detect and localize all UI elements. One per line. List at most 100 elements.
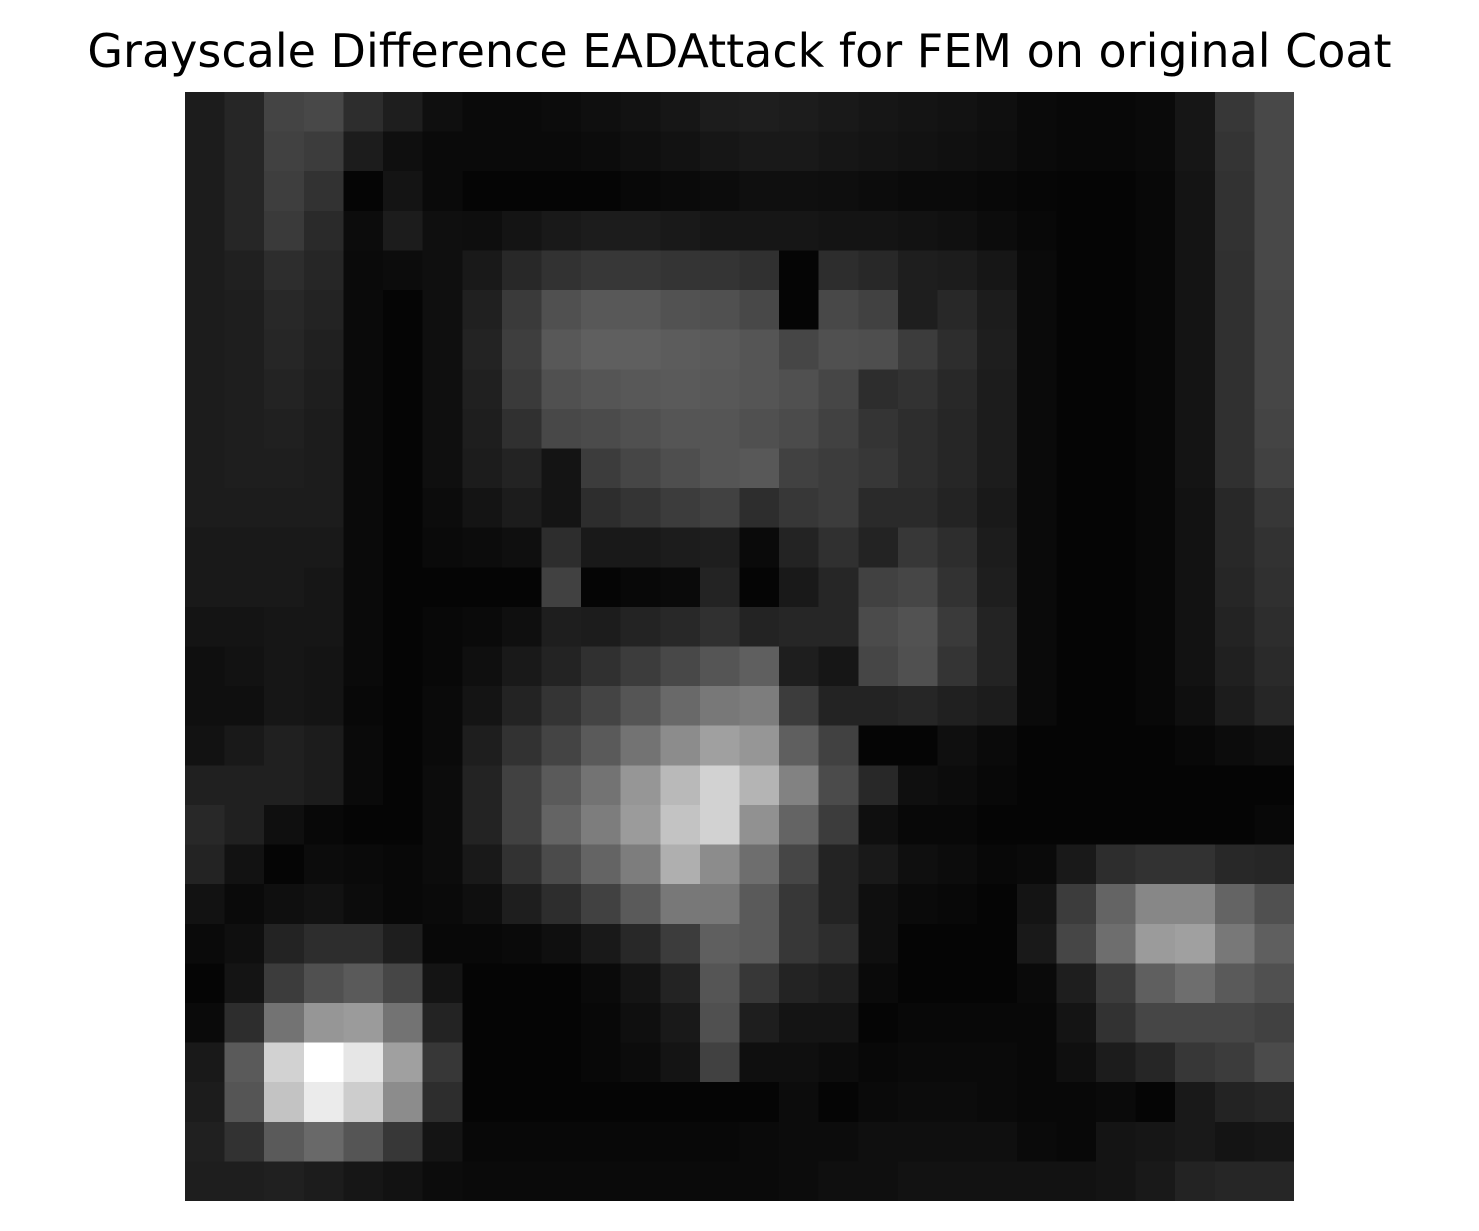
heatmap-cell-r5-c13 [699,290,741,331]
heatmap-cell-r11-c1 [224,527,266,569]
heatmap-cell-r2-c24 [1135,171,1176,212]
heatmap-cell-r23-c7 [462,1002,503,1044]
heatmap-cell-r15-c13 [699,686,741,727]
heatmap-cell-r1-c6 [422,131,464,173]
heatmap-cell-r25-c0 [185,1082,226,1123]
heatmap-cell-r13-c11 [620,606,662,648]
heatmap-cell-r20-c22 [1056,884,1097,925]
heatmap-cell-r19-c10 [581,844,622,885]
heatmap-cell-r25-c1 [224,1082,266,1123]
heatmap-cell-r14-c15 [779,646,820,687]
heatmap-cell-r13-c18 [897,606,939,648]
heatmap-cell-r21-c24 [1135,923,1176,965]
heatmap-cell-r2-c25 [1175,171,1216,212]
heatmap-cell-r22-c17 [858,963,899,1004]
heatmap-cell-r0-c14 [739,92,780,133]
heatmap-cell-r26-c9 [541,1121,582,1163]
heatmap-cell-r23-c2 [264,1002,305,1044]
heatmap-cell-r8-c14 [739,408,780,450]
heatmap-cell-r27-c4 [343,1161,384,1201]
heatmap-cell-r27-c7 [462,1161,503,1201]
heatmap-cell-r11-c12 [660,527,701,569]
heatmap-cell-r26-c3 [303,1121,345,1163]
heatmap-cell-r19-c3 [303,844,345,885]
heatmap-cell-r0-c16 [818,92,860,133]
heatmap-cell-r19-c2 [264,844,305,885]
heatmap-cell-r14-c8 [501,646,543,687]
heatmap-cell-r11-c20 [977,527,1018,569]
heatmap-cell-r18-c12 [660,804,701,846]
heatmap-cell-r7-c15 [779,369,820,410]
heatmap-cell-r14-c14 [739,646,780,687]
heatmap-cell-r27-c13 [699,1161,741,1201]
heatmap-cell-r15-c10 [581,686,622,727]
heatmap-cell-r9-c21 [1016,448,1058,489]
heatmap-cell-r1-c3 [303,131,345,173]
heatmap-cell-r23-c10 [581,1002,622,1044]
heatmap-cell-r7-c2 [264,369,305,410]
heatmap-cell-r15-c26 [1214,686,1256,727]
heatmap-cell-r5-c5 [383,290,424,331]
heatmap-cell-r21-c25 [1175,923,1216,965]
heatmap-cell-r1-c11 [620,131,662,173]
heatmap-cell-r2-c16 [818,171,860,212]
heatmap-cell-r8-c27 [1254,408,1294,450]
heatmap-cell-r21-c23 [1095,923,1137,965]
heatmap-cell-r8-c16 [818,408,860,450]
heatmap-cell-r7-c24 [1135,369,1176,410]
heatmap-cell-r27-c21 [1016,1161,1058,1201]
heatmap-cell-r21-c14 [739,923,780,965]
heatmap-cell-r24-c4 [343,1042,384,1083]
heatmap-cell-r9-c11 [620,448,662,489]
heatmap-cell-r16-c3 [303,725,345,767]
heatmap-cell-r19-c11 [620,844,662,885]
heatmap-cell-r23-c6 [422,1002,464,1044]
heatmap-cell-r4-c12 [660,250,701,291]
heatmap-cell-r22-c3 [303,963,345,1004]
heatmap-cell-r8-c19 [937,408,978,450]
heatmap-cell-r27-c27 [1254,1161,1294,1201]
heatmap-cell-r19-c13 [699,844,741,885]
heatmap-cell-r18-c23 [1095,804,1137,846]
heatmap-cell-r7-c12 [660,369,701,410]
heatmap-cell-r19-c15 [779,844,820,885]
heatmap-cell-r18-c5 [383,804,424,846]
heatmap-cell-r3-c5 [383,210,424,252]
heatmap-cell-r18-c3 [303,804,345,846]
heatmap-cell-r24-c12 [660,1042,701,1083]
heatmap-cell-r4-c2 [264,250,305,291]
heatmap-cell-r5-c27 [1254,290,1294,331]
heatmap-cell-r18-c26 [1214,804,1256,846]
heatmap-cell-r23-c15 [779,1002,820,1044]
heatmap-cell-r13-c0 [185,606,226,648]
heatmap-cell-r15-c9 [541,686,582,727]
heatmap-cell-r17-c27 [1254,765,1294,806]
heatmap-cell-r7-c4 [343,369,384,410]
heatmap-cell-r3-c11 [620,210,662,252]
heatmap-cell-r5-c8 [501,290,543,331]
heatmap-cell-r17-c3 [303,765,345,806]
heatmap-cell-r11-c5 [383,527,424,569]
heatmap-cell-r15-c6 [422,686,464,727]
heatmap-cell-r11-c27 [1254,527,1294,569]
heatmap-cell-r11-c23 [1095,527,1137,569]
heatmap-cell-r26-c1 [224,1121,266,1163]
heatmap-cell-r11-c18 [897,527,939,569]
heatmap-cell-r9-c22 [1056,448,1097,489]
heatmap-cell-r1-c21 [1016,131,1058,173]
heatmap-cell-r8-c4 [343,408,384,450]
heatmap-cell-r22-c22 [1056,963,1097,1004]
heatmap-cell-r3-c27 [1254,210,1294,252]
heatmap-cell-r14-c1 [224,646,266,687]
heatmap-cell-r5-c23 [1095,290,1137,331]
heatmap-cell-r4-c21 [1016,250,1058,291]
heatmap-cell-r18-c19 [937,804,978,846]
heatmap-cell-r5-c6 [422,290,464,331]
heatmap-cell-r7-c9 [541,369,582,410]
heatmap-cell-r13-c10 [581,606,622,648]
heatmap-cell-r13-c17 [858,606,899,648]
heatmap-cell-r10-c12 [660,488,701,529]
heatmap-cell-r4-c15 [779,250,820,291]
heatmap-cell-r10-c16 [818,488,860,529]
heatmap-cell-r6-c5 [383,329,424,371]
